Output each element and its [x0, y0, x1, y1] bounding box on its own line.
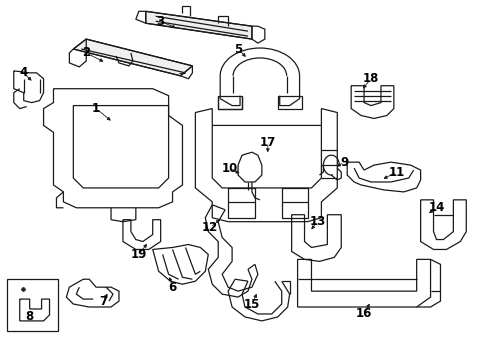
Text: 2: 2	[82, 46, 90, 59]
Text: 11: 11	[388, 166, 404, 179]
Text: 15: 15	[243, 297, 260, 311]
Bar	[7, 279, 59, 331]
Text: 8: 8	[25, 310, 34, 323]
Text: 10: 10	[222, 162, 238, 175]
Text: 18: 18	[362, 72, 378, 85]
Text: 3: 3	[156, 15, 164, 28]
Text: 4: 4	[20, 66, 28, 79]
Text: 1: 1	[92, 102, 100, 115]
Text: 14: 14	[427, 201, 444, 214]
Text: 7: 7	[99, 294, 107, 307]
Text: 13: 13	[309, 215, 325, 228]
Text: 5: 5	[233, 42, 242, 55]
Text: 19: 19	[130, 248, 147, 261]
Text: 9: 9	[340, 156, 347, 168]
Polygon shape	[73, 39, 192, 76]
Text: 12: 12	[202, 221, 218, 234]
Polygon shape	[145, 11, 251, 39]
Text: 6: 6	[168, 281, 176, 294]
Text: 16: 16	[355, 307, 371, 320]
Text: 17: 17	[259, 136, 275, 149]
